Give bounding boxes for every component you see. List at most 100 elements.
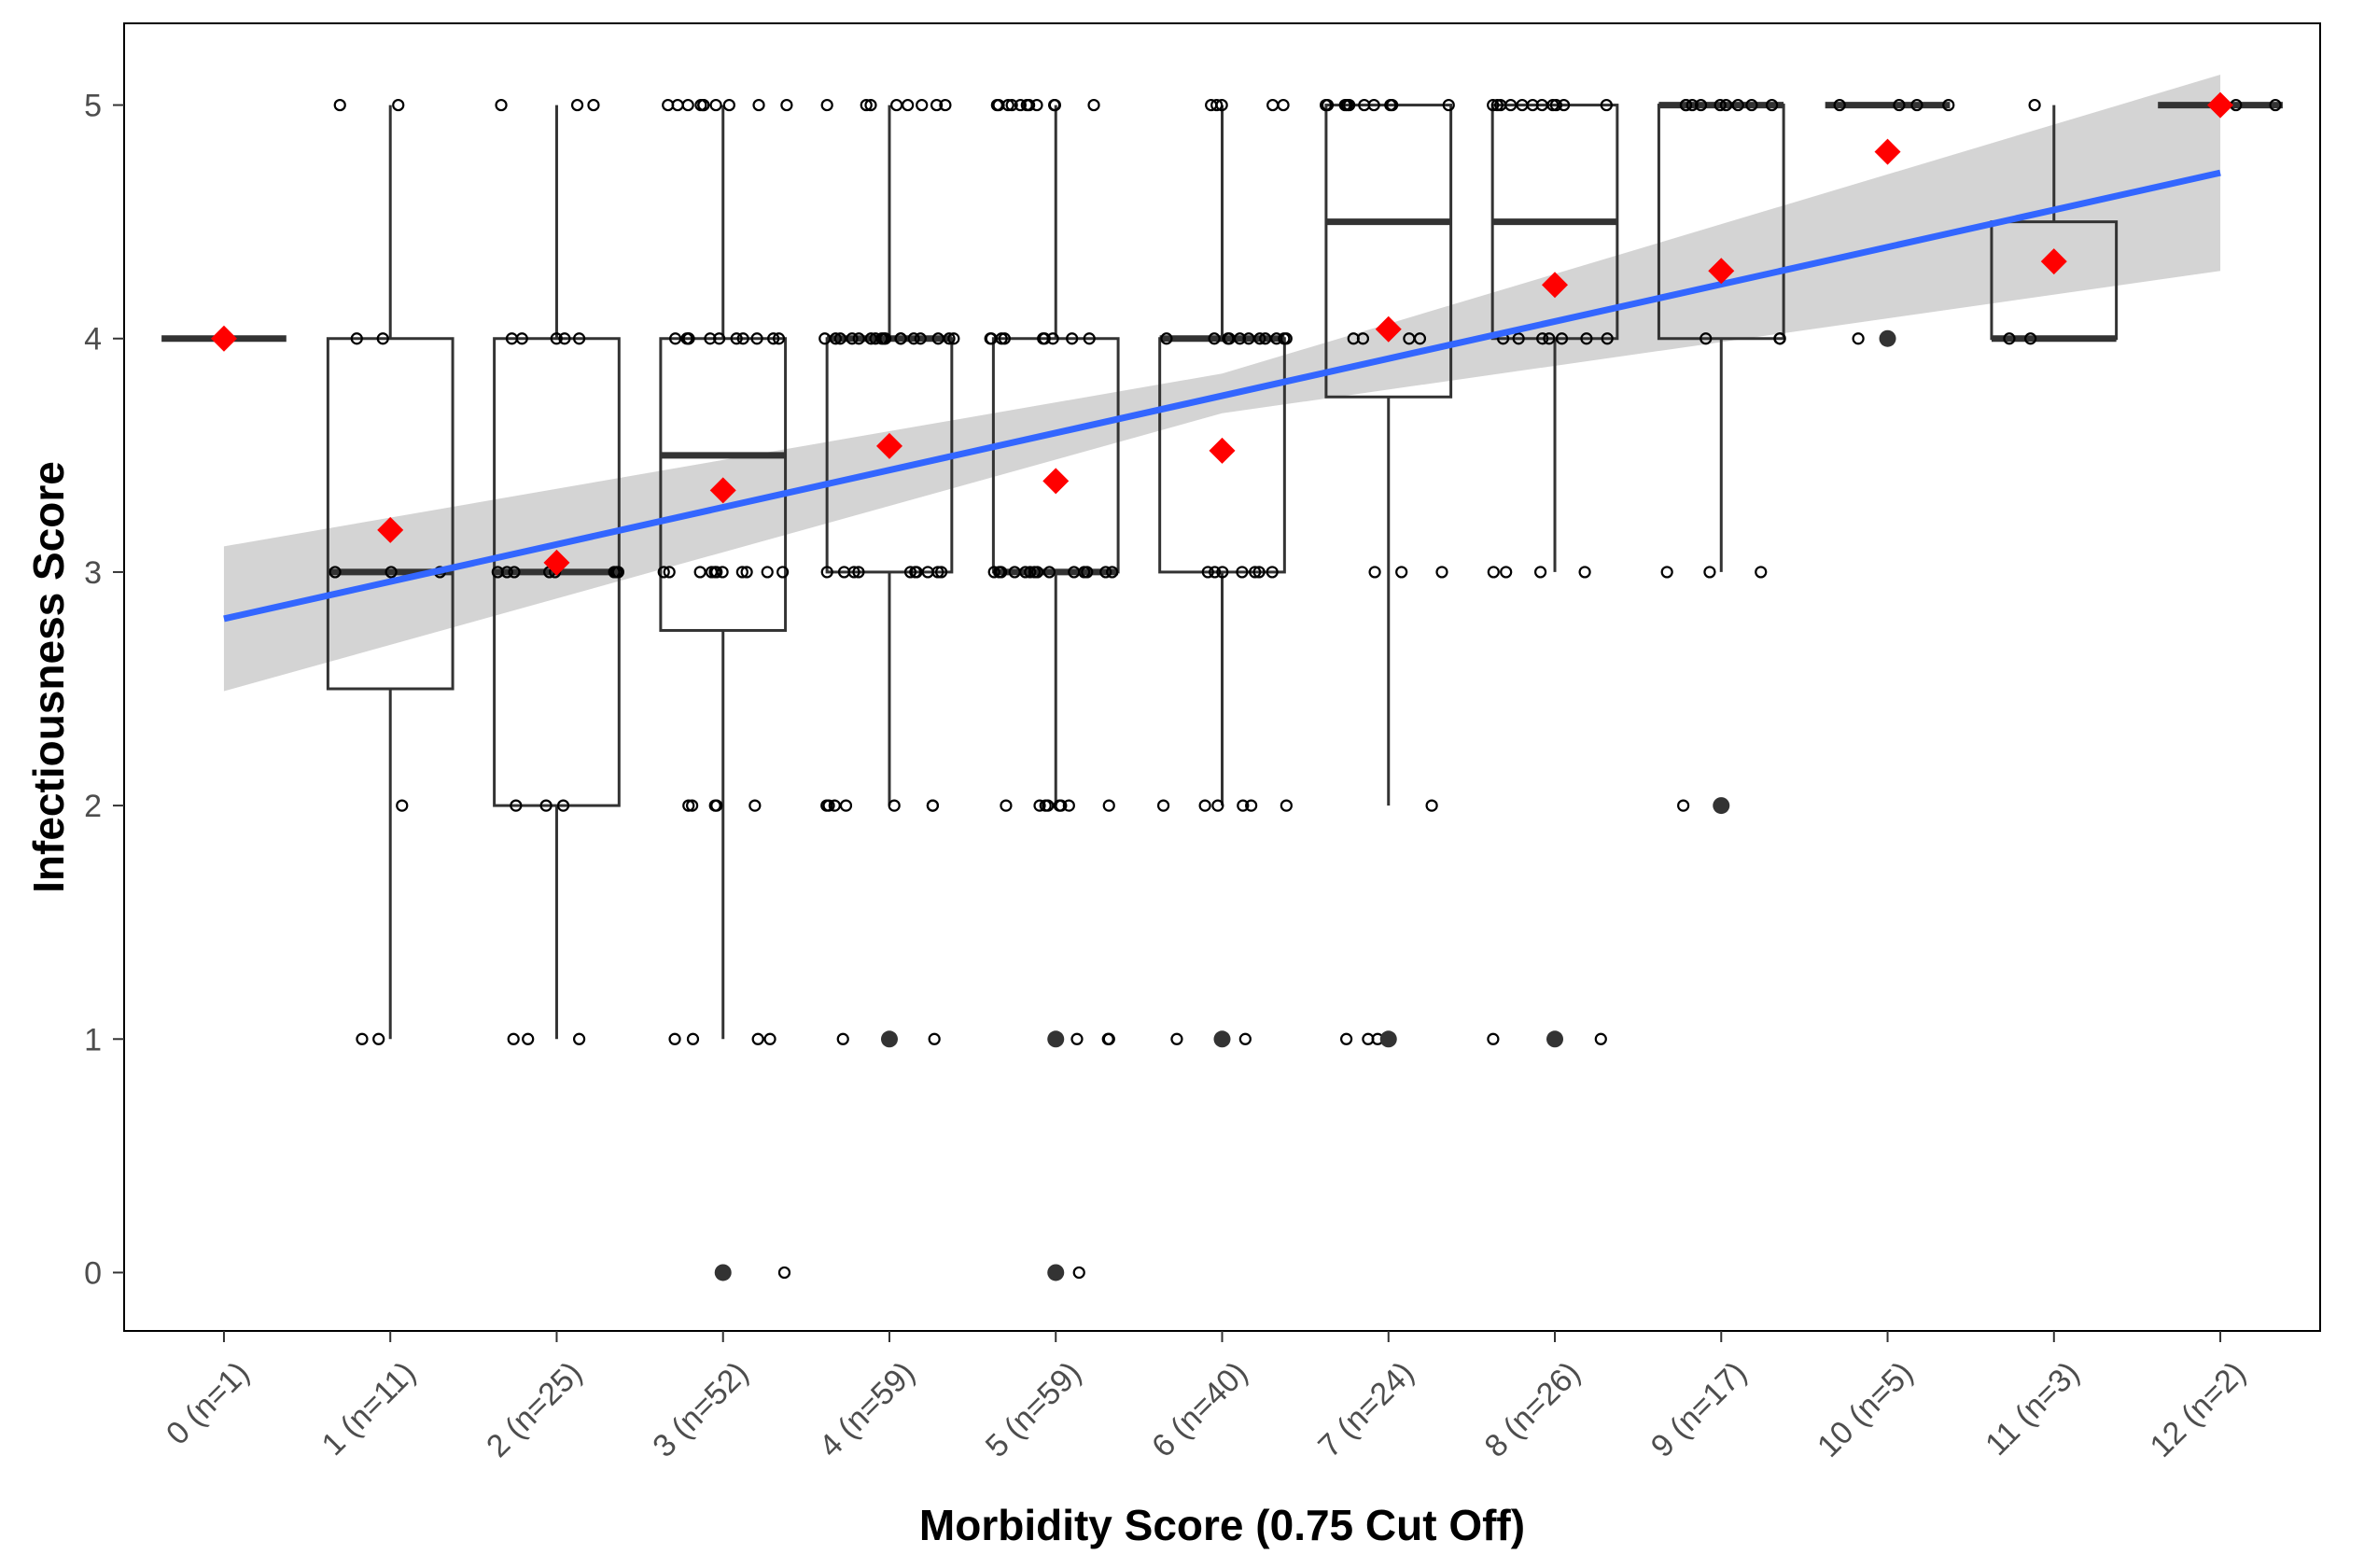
y-tick-label: 4 xyxy=(84,322,102,357)
box-iqr xyxy=(1324,104,1453,399)
jitter-point xyxy=(1223,332,1236,345)
jitter-point xyxy=(751,1032,764,1045)
jitter-point xyxy=(752,98,765,112)
jitter-point xyxy=(777,1266,791,1280)
x-tick-label: 11 (n=3) xyxy=(1979,1355,2086,1463)
jitter-point xyxy=(704,332,717,345)
jitter-point xyxy=(931,332,944,345)
jitter-point xyxy=(931,566,944,579)
jitter-point xyxy=(1512,332,1525,345)
x-tick-label: 9 (n=17) xyxy=(1644,1355,1754,1464)
jitter-point xyxy=(495,98,508,112)
jitter-point xyxy=(1686,98,1699,112)
jitter-point xyxy=(1211,799,1224,812)
jitter-point xyxy=(1249,566,1262,579)
jitter-point xyxy=(1053,799,1066,812)
jitter-point xyxy=(1068,566,1081,579)
jitter-point xyxy=(1209,566,1222,579)
jitter-point xyxy=(1039,799,1052,812)
jitter-point xyxy=(1102,799,1115,812)
jitter-point xyxy=(1005,98,1018,112)
jitter-point xyxy=(1600,98,1613,112)
jitter-point xyxy=(1033,799,1046,812)
jitter-point xyxy=(1210,98,1224,112)
jitter-point xyxy=(740,566,753,579)
jitter-point xyxy=(1526,98,1539,112)
jitter-point xyxy=(1198,799,1211,812)
jitter-point xyxy=(572,1032,586,1045)
jitter-points xyxy=(217,98,2282,1280)
box-iqr xyxy=(659,337,788,632)
box-5 xyxy=(991,105,1120,806)
jitter-point xyxy=(669,332,682,345)
outlier-point xyxy=(1213,1030,1231,1048)
jitter-point xyxy=(385,566,398,579)
jitter-point xyxy=(573,332,586,345)
jitter-point xyxy=(1030,566,1044,579)
jitter-point xyxy=(761,566,774,579)
mean-marker xyxy=(875,432,902,459)
jitter-point xyxy=(928,1032,941,1045)
jitter-point xyxy=(1008,566,1021,579)
jitter-point xyxy=(888,799,901,812)
jitter-point xyxy=(829,332,842,345)
jitter-point xyxy=(1601,332,1614,345)
jitter-point xyxy=(993,566,1006,579)
x-tick-label: 2 (n=25) xyxy=(480,1355,589,1464)
jitter-point xyxy=(894,332,907,345)
jitter-point xyxy=(767,332,780,345)
jitter-point xyxy=(1731,98,1744,112)
confidence-band xyxy=(223,75,2221,692)
jitter-point xyxy=(1555,332,1569,345)
jitter-point xyxy=(662,98,675,112)
jitter-point xyxy=(903,566,917,579)
jitter-point xyxy=(1046,332,1059,345)
jitter-point xyxy=(1395,566,1408,579)
jitter-point xyxy=(839,799,853,812)
jitter-point xyxy=(2003,332,2016,345)
jitter-point xyxy=(736,332,749,345)
jitter-point xyxy=(1070,1032,1084,1045)
jitter-point xyxy=(1594,1032,1607,1045)
jitter-point xyxy=(1367,98,1380,112)
jitter-point xyxy=(1048,98,1061,112)
jitter-point xyxy=(2269,98,2282,112)
jitter-point xyxy=(1201,566,1214,579)
jitter-point xyxy=(1384,98,1397,112)
jitter-point xyxy=(1703,566,1716,579)
box-11 xyxy=(1990,105,2119,343)
jitter-point xyxy=(828,799,841,812)
mean-marker xyxy=(210,325,237,352)
boxes xyxy=(161,102,2283,1040)
jitter-point xyxy=(1066,332,1079,345)
jitter-point xyxy=(1000,799,1013,812)
jitter-point xyxy=(686,1032,700,1045)
jitter-point xyxy=(697,98,710,112)
jitter-point xyxy=(329,566,342,579)
jitter-point xyxy=(1106,566,1119,579)
jitter-point xyxy=(709,98,722,112)
jitter-point xyxy=(1356,332,1370,345)
jitter-point xyxy=(550,332,563,345)
jitter-point xyxy=(1216,566,1229,579)
jitter-point xyxy=(1014,98,1027,112)
jitter-point xyxy=(1208,332,1221,345)
jitter-point xyxy=(1755,566,1768,579)
jitter-point xyxy=(1259,332,1272,345)
mean-marker xyxy=(543,549,570,576)
jitter-point xyxy=(987,566,1000,579)
jitter-point xyxy=(1500,566,1513,579)
jitter-point xyxy=(1237,799,1250,812)
jitter-point xyxy=(1549,98,1563,112)
jitter-point xyxy=(748,799,762,812)
jitter-point xyxy=(780,98,793,112)
jitter-point xyxy=(1910,98,1923,112)
jitter-point xyxy=(1700,332,1713,345)
y-tick-label: 5 xyxy=(84,89,102,124)
jitter-point xyxy=(500,566,513,579)
jitter-point xyxy=(350,332,363,345)
jitter-point xyxy=(682,799,695,812)
jitter-point xyxy=(1083,332,1096,345)
x-tick-label: 8 (n=26) xyxy=(1478,1355,1588,1464)
jitter-point xyxy=(657,566,670,579)
